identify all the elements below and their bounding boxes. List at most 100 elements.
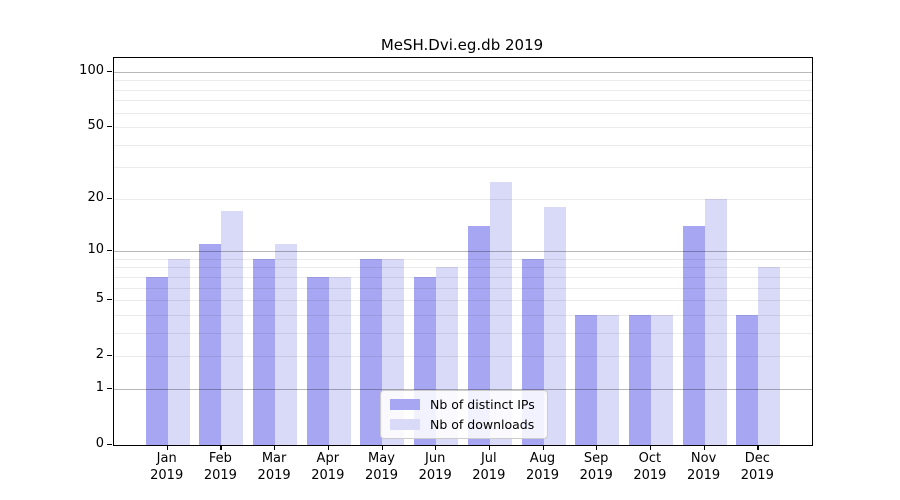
x-tick-mark <box>166 445 168 450</box>
legend-label-downloads: Nb of downloads <box>430 417 535 433</box>
bar-distinct-ips <box>145 276 168 445</box>
x-tick-label-month: Sep <box>583 451 609 466</box>
x-tick-label-month: Nov <box>690 451 717 466</box>
bar-downloads <box>328 276 351 445</box>
y-tick-mark <box>107 444 112 446</box>
y-tick-label: 100 <box>79 62 104 78</box>
x-tick-label-year: 2019 <box>150 467 184 483</box>
x-tick-label: Jul 2019 <box>449 451 529 484</box>
x-tick-label-year: 2019 <box>740 467 774 483</box>
gridline-minor <box>114 267 812 269</box>
x-tick-label: Apr 2019 <box>288 451 368 484</box>
chart-title: MeSH.Dvi.eg.db 2019 <box>380 36 544 54</box>
y-tick-mark <box>107 355 112 357</box>
legend-entry-distinct-ips: Nb of distinct IPs <box>381 397 547 412</box>
x-tick-label-year: 2019 <box>257 467 291 483</box>
bar-downloads <box>704 198 727 445</box>
bar-downloads <box>650 314 673 445</box>
bar-downloads <box>167 258 190 445</box>
gridline-major <box>114 388 812 390</box>
x-tick-label: Sep 2019 <box>556 451 636 484</box>
bar-distinct-ips <box>628 314 651 445</box>
bar-distinct-ips <box>306 276 329 445</box>
x-tick-mark <box>703 445 705 450</box>
y-tick-label: 2 <box>95 347 104 363</box>
x-tick-label-month: Aug <box>529 451 556 466</box>
y-tick-mark <box>107 197 112 200</box>
y-tick-mark <box>107 70 112 73</box>
legend-swatch-downloads <box>390 419 420 431</box>
gridline-minor <box>114 80 812 82</box>
gridline-minor <box>114 332 812 334</box>
x-tick-label: Feb 2019 <box>180 451 260 484</box>
y-tick-label: 10 <box>87 242 104 258</box>
x-tick-label-year: 2019 <box>472 467 506 483</box>
legend-label-distinct-ips: Nb of distinct IPs <box>430 396 535 412</box>
gridline-minor <box>114 287 812 289</box>
x-tick-mark <box>381 445 383 450</box>
x-tick-mark <box>649 445 652 450</box>
bar-downloads <box>758 267 781 445</box>
x-tick-mark <box>435 445 437 450</box>
x-tick-label-month: Apr <box>316 451 340 466</box>
x-tick-label-year: 2019 <box>633 467 667 483</box>
x-tick-mark <box>596 445 598 450</box>
bar-downloads <box>275 244 298 445</box>
x-tick-label-year: 2019 <box>311 467 345 483</box>
gridline-minor <box>114 314 812 316</box>
bar-distinct-ips <box>360 258 383 445</box>
gridline-minor <box>114 144 812 146</box>
x-tick-label: Aug 2019 <box>503 451 583 484</box>
y-tick-mark <box>107 387 112 390</box>
x-tick-label-month: May <box>368 451 395 466</box>
gridline-minor <box>114 276 812 278</box>
y-tick-label: 20 <box>87 189 104 205</box>
x-tick-mark <box>327 445 330 450</box>
bar-distinct-ips <box>253 258 276 445</box>
y-tick-mark <box>107 250 112 252</box>
x-tick-label: Oct 2019 <box>610 451 690 484</box>
gridline-minor <box>114 89 812 91</box>
x-tick-label-month: Jun <box>425 451 446 466</box>
bar-downloads <box>489 181 512 445</box>
x-tick-label-year: 2019 <box>579 467 613 483</box>
x-tick-label-year: 2019 <box>203 467 237 483</box>
y-tick-label: 1 <box>95 379 104 395</box>
x-tick-label-year: 2019 <box>687 467 721 483</box>
x-tick-label: Jun 2019 <box>395 451 475 484</box>
gridline-minor <box>114 300 812 302</box>
x-tick-label-month: Oct <box>638 451 662 466</box>
x-tick-mark <box>488 445 491 450</box>
x-tick-mark <box>220 445 222 450</box>
x-tick-mark <box>542 445 544 450</box>
x-tick-label: May 2019 <box>342 451 422 484</box>
x-tick-label-year: 2019 <box>525 467 560 483</box>
x-tick-mark <box>757 445 759 450</box>
x-tick-label-month: Mar <box>261 451 287 466</box>
plot-area <box>113 57 813 446</box>
y-tick-label: 5 <box>95 291 104 307</box>
bar-downloads <box>597 314 620 445</box>
gridline-minor <box>114 167 812 169</box>
x-tick-label-month: Feb <box>208 451 232 466</box>
bar-distinct-ips <box>736 314 759 445</box>
y-tick-mark <box>107 299 112 301</box>
y-tick-label: 0 <box>95 436 104 451</box>
legend-swatch-distinct-ips <box>390 398 420 410</box>
y-tick-mark <box>107 126 112 128</box>
bar-distinct-ips <box>682 226 705 445</box>
gridline-minor <box>114 356 812 358</box>
legend-entry-downloads: Nb of downloads <box>381 417 547 432</box>
gridline-minor <box>114 100 812 102</box>
legend: Nb of distinct IPs Nb of downloads <box>380 390 548 439</box>
x-tick-label-year: 2019 <box>364 467 399 483</box>
gridline-minor <box>114 258 812 260</box>
bar-distinct-ips <box>199 244 222 445</box>
gridline-major <box>114 251 812 253</box>
bar-downloads <box>543 206 566 445</box>
x-tick-label: Dec 2019 <box>717 451 797 484</box>
x-tick-mark <box>274 445 276 450</box>
x-tick-label-month: Jan <box>156 451 177 466</box>
gridline-minor <box>114 112 812 114</box>
